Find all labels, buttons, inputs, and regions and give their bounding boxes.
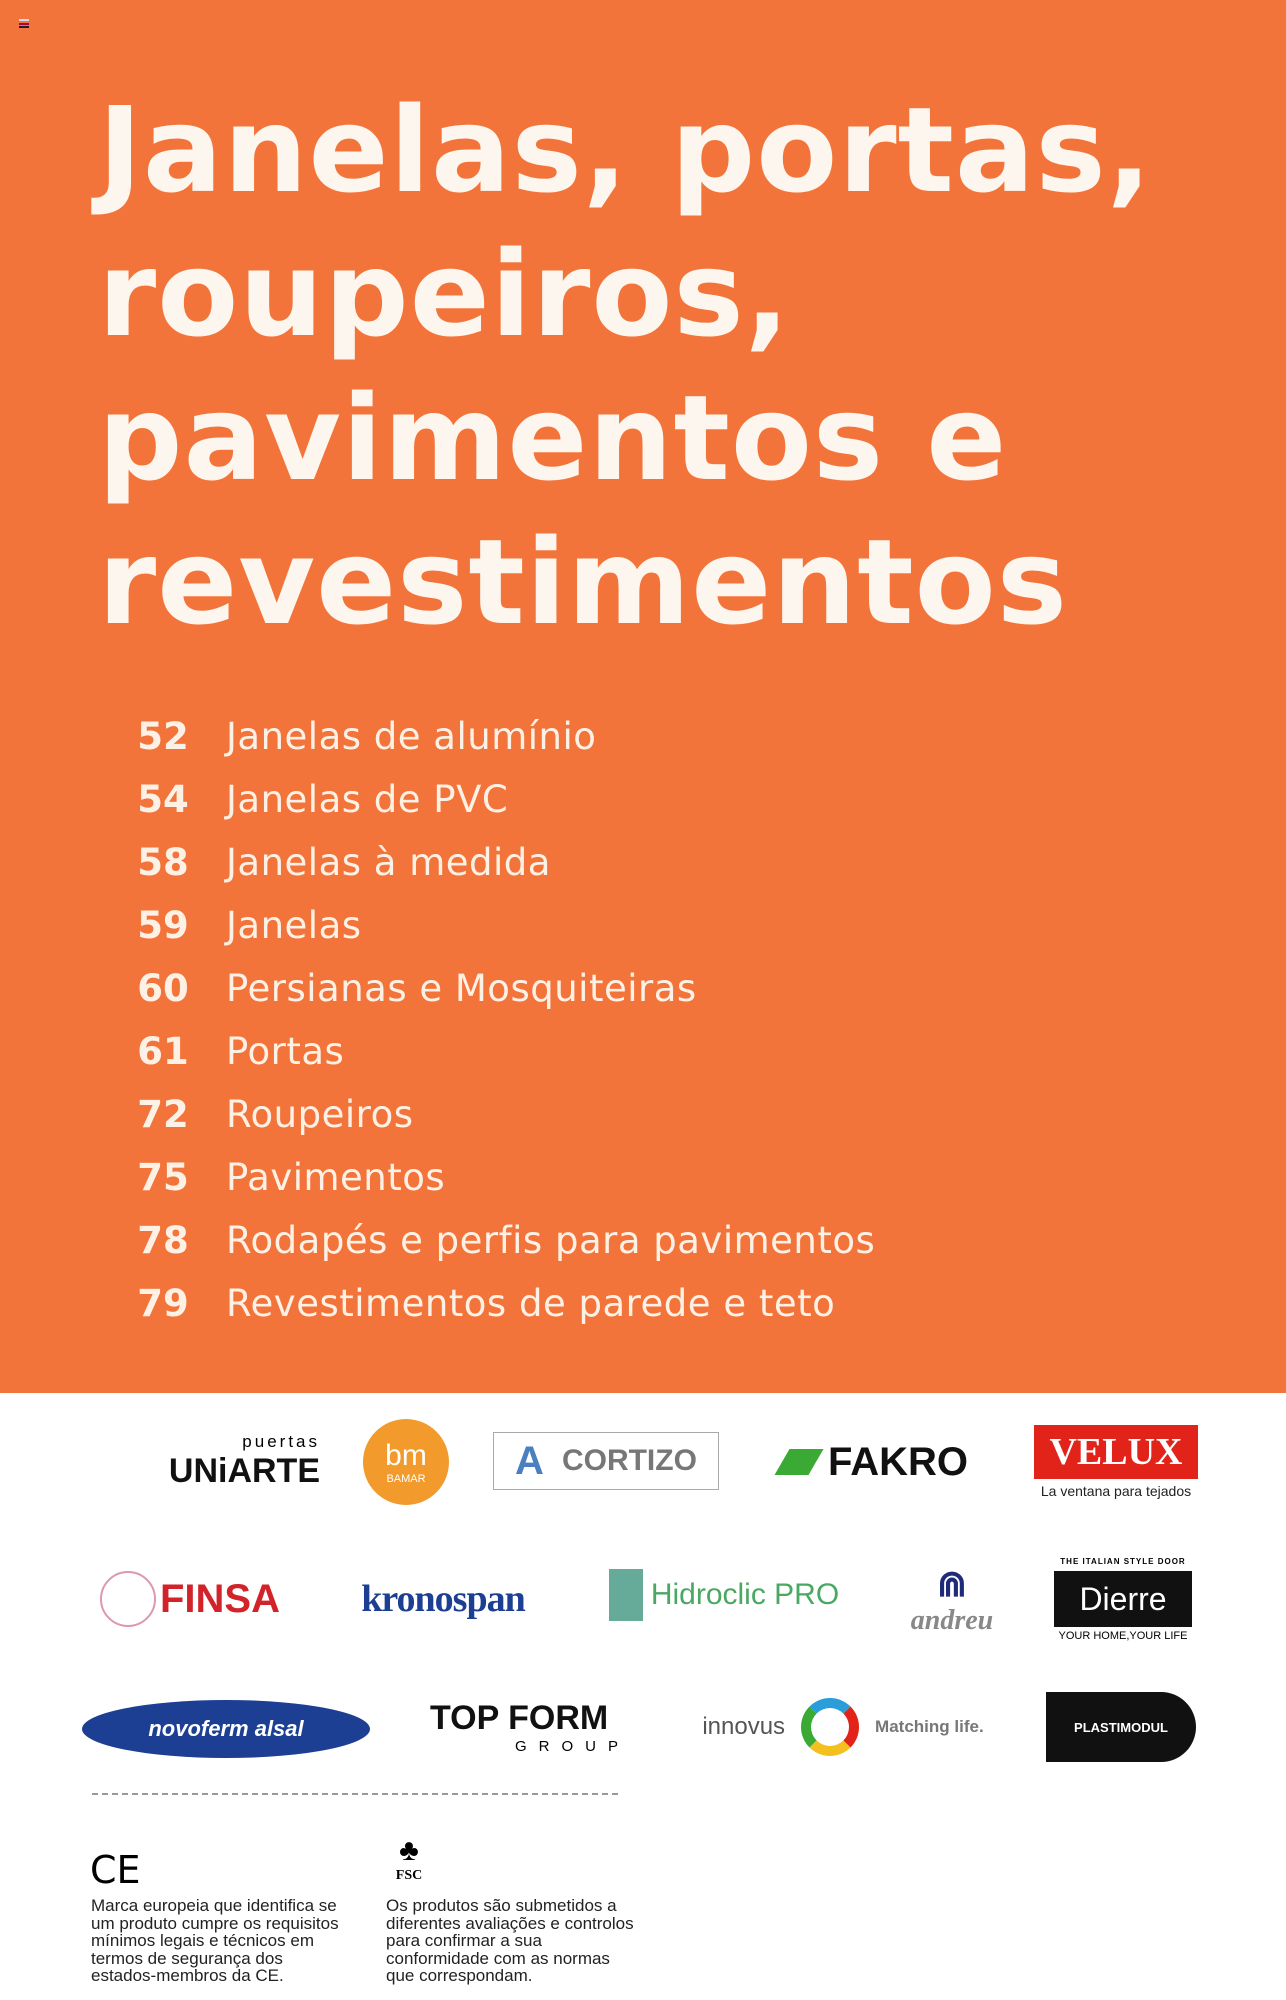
toc-label: Janelas de alumínio	[226, 715, 597, 758]
toc-item[interactable]: 60 Persianas e Mosquiteiras	[100, 957, 875, 1020]
toc-page-number: 72	[137, 1093, 189, 1136]
toc-page-number: 59	[137, 904, 189, 947]
fsc-logo-icon: ♣ FSC	[395, 1834, 423, 1883]
toc-item[interactable]: 72 Roupeiros	[100, 1083, 875, 1146]
toc-page-number: 78	[137, 1219, 189, 1262]
toc-label: Janelas de PVC	[226, 778, 509, 821]
toc-item[interactable]: 52 Janelas de alumínio	[100, 705, 875, 768]
toc-label: Revestimentos de parede e teto	[226, 1282, 836, 1325]
toc-item[interactable]: 79 Revestimentos de parede e teto	[100, 1272, 875, 1335]
toc-label: Persianas e Mosquiteiras	[226, 967, 697, 1010]
velux-logo: VELUX La ventana para tejados	[1034, 1423, 1198, 1501]
toc-label: Rodapés e perfis para pavimentos	[226, 1219, 876, 1262]
dierre-logo: THE ITALIAN STYLE DOOR Dierre YOUR HOME,…	[1054, 1556, 1192, 1642]
toc-page-number: 54	[137, 778, 189, 821]
toc-label: Janelas	[226, 904, 362, 947]
divider	[92, 1793, 618, 1795]
toc-item[interactable]: 59 Janelas	[100, 894, 875, 957]
cortizo-logo: A CORTIZO	[493, 1432, 719, 1490]
toc-item[interactable]: 61 Portas	[100, 1020, 875, 1083]
finsa-logo: FINSA	[90, 1568, 290, 1630]
ce-description: Marca europeia que identifica se um prod…	[91, 1896, 339, 1985]
toc-page-number: 52	[137, 715, 189, 758]
toc-item[interactable]: 58 Janelas à medida	[100, 831, 875, 894]
toc-label: Janelas à medida	[226, 841, 551, 884]
orange-header-section: Janelas, portas, roupeiros, pavimentos e…	[0, 0, 1286, 1393]
title-line: roupeiros,	[98, 225, 791, 363]
uniarte-logo: puertas UNiARTE	[168, 1431, 320, 1490]
toc-item[interactable]: 75 Pavimentos	[100, 1146, 875, 1209]
toc-page-number: 75	[137, 1156, 189, 1199]
title-line: pavimentos e	[98, 369, 1008, 507]
kronospan-logo: kronospan	[361, 1578, 526, 1620]
toc-label: Roupeiros	[226, 1093, 414, 1136]
fsc-description: Os produtos são submetidos a diferentes …	[386, 1896, 634, 1985]
toc-page-number: 79	[137, 1282, 189, 1325]
toc-page-number: 60	[137, 967, 189, 1010]
toc-page-number: 61	[137, 1030, 189, 1073]
bamar-logo: bm BAMAR	[363, 1419, 449, 1505]
toc-label: Portas	[226, 1030, 345, 1073]
toc-label: Pavimentos	[226, 1156, 446, 1199]
innovus-logo: innovus Matching life.	[690, 1694, 996, 1760]
ce-mark-icon: CE	[90, 1848, 141, 1892]
toc-page-number: 58	[137, 841, 189, 884]
topform-logo: TOP FORM GROUP	[430, 1699, 630, 1755]
hidroclic-logo: Hidroclic PRO	[606, 1560, 842, 1630]
page-title: Janelas, portas, roupeiros, pavimentos e…	[98, 78, 1153, 654]
toc-item[interactable]: 54 Janelas de PVC	[100, 768, 875, 831]
fakro-logo: FAKRO	[764, 1440, 986, 1484]
menu-icon[interactable]	[19, 19, 29, 28]
title-line: Janelas, portas,	[98, 81, 1153, 219]
toc-item[interactable]: 78 Rodapés e perfis para pavimentos	[100, 1209, 875, 1272]
andreu-logo: ⋒ andreu	[910, 1563, 994, 1636]
title-line: revestimentos	[98, 513, 1068, 651]
novoferm-alsal-logo: novoferm alsal	[82, 1700, 370, 1758]
plastimodul-logo: PLASTIMODUL	[1046, 1692, 1196, 1762]
table-of-contents: 52 Janelas de alumínio 54 Janelas de PVC 58 J…	[100, 705, 875, 1335]
